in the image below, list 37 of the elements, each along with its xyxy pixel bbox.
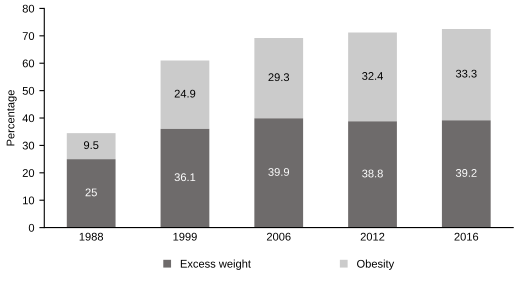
y-axis-title: Percentage <box>6 90 17 146</box>
y-tick-label: 40 <box>22 114 34 122</box>
y-tick-label: 60 <box>22 59 34 68</box>
x-tick-label: 2012 <box>360 232 384 241</box>
y-tick-label: 70 <box>22 32 34 40</box>
data-label: 33.3 <box>456 70 477 78</box>
bar <box>160 128 210 228</box>
bar <box>254 118 304 228</box>
data-label: 25 <box>86 188 97 196</box>
x-tick-label: 2006 <box>266 232 291 241</box>
bar <box>66 159 116 228</box>
y-tick-label: 30 <box>22 142 34 150</box>
data-label: 29.3 <box>268 73 290 82</box>
y-tick-label: 80 <box>22 4 34 13</box>
legend-label: Obesity <box>357 260 394 270</box>
data-label: 32.4 <box>362 72 384 80</box>
data-label: 24.9 <box>174 90 196 98</box>
x-tick-label: 1988 <box>80 232 104 241</box>
data-label: 9.5 <box>84 141 98 150</box>
y-tick-label: 10 <box>23 196 34 204</box>
bar <box>254 38 304 118</box>
y-tick-label: 50 <box>22 86 34 95</box>
bar <box>442 120 491 228</box>
legend-label: Excess weight <box>180 260 251 270</box>
bar <box>348 121 397 228</box>
y-tick-label: 20 <box>22 169 34 177</box>
x-tick-label: 1999 <box>173 232 197 241</box>
bar <box>66 133 116 160</box>
data-label: 36.1 <box>174 173 196 182</box>
bar <box>160 60 210 129</box>
y-tick-label: 0 <box>28 224 34 232</box>
bar <box>442 28 491 120</box>
bar <box>348 32 397 122</box>
data-label: 39.2 <box>456 169 477 177</box>
x-tick-label: 2016 <box>454 232 478 241</box>
data-label: 39.9 <box>268 168 290 176</box>
data-label: 38.8 <box>362 170 383 178</box>
